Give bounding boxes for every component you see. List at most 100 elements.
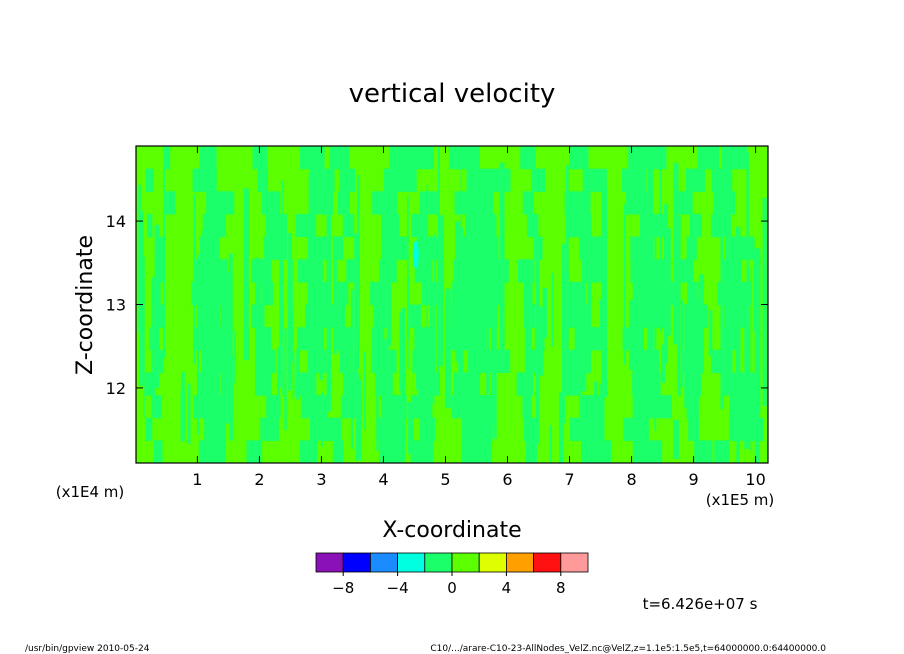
heatmap-cell	[535, 243, 540, 444]
heatmap-cell	[257, 168, 269, 192]
heatmap-cell	[522, 191, 534, 215]
heatmap-cell	[194, 259, 228, 283]
heatmap-cell	[581, 403, 585, 462]
heatmap-cell	[312, 282, 317, 457]
heatmap-cell	[295, 213, 310, 238]
x-tick-label: 2	[254, 470, 264, 489]
heatmap-cell	[414, 259, 431, 283]
heatmap-cell	[526, 213, 539, 238]
heatmap-cell	[564, 191, 591, 215]
heatmap-cell	[389, 146, 412, 170]
heatmap-cell	[376, 322, 379, 451]
colorbar-swatch	[560, 552, 589, 573]
heatmap-cell	[601, 188, 608, 398]
heatmap-cell	[692, 322, 698, 382]
heatmap-cell	[594, 381, 598, 421]
heatmap-cell	[265, 213, 288, 238]
heatmap-cell	[686, 236, 697, 260]
heatmap-cell	[762, 197, 767, 406]
heatmap-cell	[623, 204, 626, 365]
heatmap-cell	[754, 248, 761, 414]
heatmap-cell	[198, 440, 225, 463]
heatmap-cell	[203, 286, 207, 397]
heatmap-cell	[686, 395, 699, 419]
heatmap-cell	[411, 395, 431, 419]
heatmap-cell	[354, 233, 360, 370]
heatmap-cell	[211, 168, 217, 351]
heatmap-cell	[523, 417, 539, 441]
heatmap-cell	[454, 191, 494, 215]
heatmap-cell	[687, 249, 693, 354]
x-axis-label: X-coordinate	[382, 518, 521, 543]
heatmap-cell	[632, 440, 663, 463]
heatmap-cell	[292, 352, 295, 399]
heatmap-cell	[529, 313, 532, 430]
heatmap-cell	[246, 440, 263, 463]
heatmap-cell	[330, 304, 346, 328]
heatmap-cell	[549, 425, 552, 462]
heatmap-cell	[254, 372, 272, 396]
heatmap-cell	[387, 391, 391, 426]
heatmap-cell	[204, 417, 226, 441]
heatmap-cell	[632, 372, 661, 396]
heatmap-cell	[252, 146, 268, 170]
heatmap-cell	[714, 440, 730, 463]
heatmap-cell	[586, 248, 592, 347]
heatmap-cell	[321, 391, 324, 447]
colorbar-tick-label: −8	[332, 579, 354, 597]
heatmap-cell	[407, 401, 414, 455]
heatmap-cell	[711, 168, 733, 192]
footer-left: /usr/bin/gpview 2010-05-24	[25, 644, 150, 654]
heatmap-cell	[636, 340, 639, 460]
heatmap-cell	[153, 440, 163, 463]
heatmap-cell	[386, 179, 392, 347]
heatmap-cell	[696, 300, 699, 457]
heatmap-cell	[551, 273, 554, 347]
heatmap-cell	[288, 232, 293, 391]
heatmap-cell	[292, 309, 294, 363]
heatmap-cell	[465, 381, 472, 434]
y-axis: 12 13 14	[106, 212, 768, 398]
heatmap-cell	[486, 220, 490, 395]
heatmap-cell	[694, 440, 713, 463]
colorbar-tick-label: 4	[502, 579, 512, 597]
heatmap-cell	[531, 168, 546, 192]
colorbar-swatch	[369, 552, 398, 573]
heatmap-cell	[524, 287, 531, 406]
heatmap-cell	[626, 191, 649, 215]
heatmap-cell	[399, 311, 402, 391]
heatmap-cell	[466, 168, 511, 192]
heatmap-cell	[155, 236, 164, 260]
heatmap-cell	[187, 383, 191, 444]
heatmap-cell	[139, 211, 144, 386]
heatmap-cell	[224, 272, 230, 424]
heatmap-cell	[234, 330, 236, 384]
heatmap-cell	[282, 180, 284, 396]
heatmap-cell	[401, 168, 417, 192]
heatmap-cell	[565, 165, 569, 367]
heatmap-cell	[677, 215, 681, 396]
heatmap-cell	[357, 175, 360, 346]
heatmap-cell	[717, 281, 752, 306]
colorbar-swatch	[342, 552, 371, 573]
heatmap-cell	[373, 304, 391, 328]
heatmap-cell	[180, 371, 185, 434]
heatmap-cell	[400, 321, 406, 462]
heatmap-cell	[736, 371, 740, 463]
heatmap-cell	[708, 310, 713, 357]
heatmap-cell	[455, 221, 461, 362]
heatmap-cell	[688, 417, 700, 441]
colorbar: −8 −4 0 4 8	[315, 552, 589, 597]
footer-right: C10/.../arare-C10-23-AllNodes_VelZ.nc@Ve…	[430, 644, 826, 654]
heatmap-cell	[444, 288, 451, 409]
heatmap-cell	[469, 287, 473, 338]
heatmap-cell	[720, 224, 724, 410]
heatmap-cell	[713, 191, 735, 215]
heatmap-cell	[525, 440, 538, 463]
heatmap-cell	[151, 277, 155, 418]
heatmap-cell	[308, 173, 313, 356]
heatmap-cell	[410, 440, 434, 463]
heatmap-cell	[697, 146, 719, 170]
x-tick-label: 7	[564, 470, 574, 489]
heatmap-cell	[300, 146, 325, 170]
